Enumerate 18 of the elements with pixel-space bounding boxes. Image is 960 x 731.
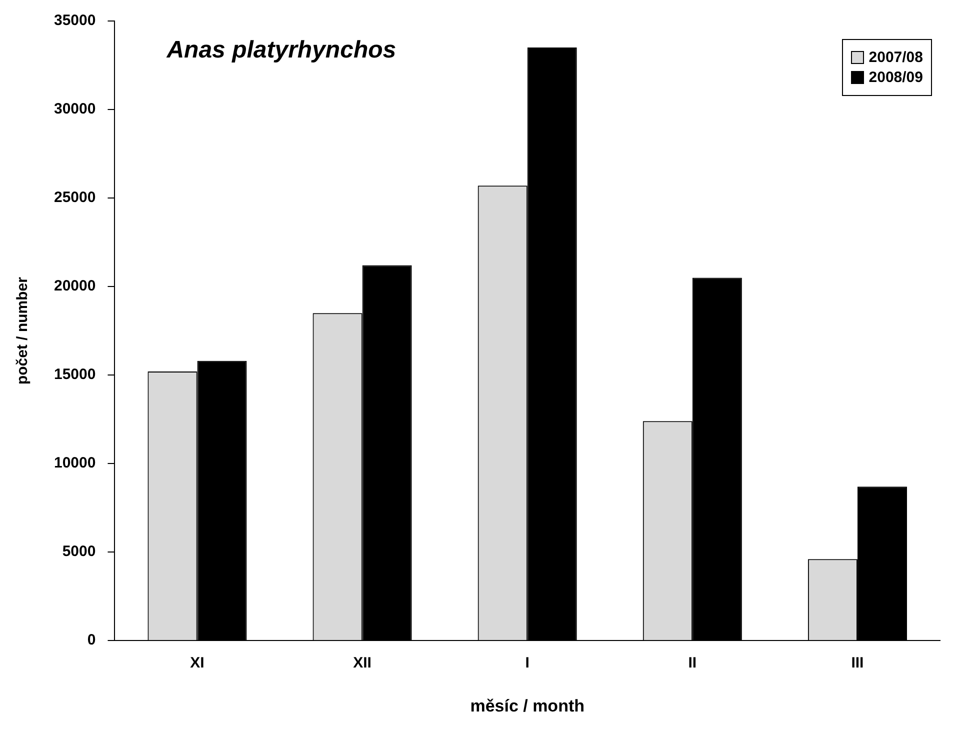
legend-label: 2008/09 xyxy=(868,69,923,86)
y-tick-label: 10000 xyxy=(54,454,96,472)
y-tick-label: 30000 xyxy=(54,100,96,118)
text: Anas platyrhynchos xyxy=(166,36,396,64)
x-tick-label: II xyxy=(688,654,697,672)
x-tick-label: XII xyxy=(353,654,372,672)
y-tick-label: 15000 xyxy=(54,366,96,384)
x-tick-label: XI xyxy=(190,654,204,672)
y-tick-label: 20000 xyxy=(54,278,96,295)
x-tick-label: I xyxy=(525,654,530,672)
x-axis-title: měsíc / month xyxy=(470,696,585,716)
y-tick-label: 5000 xyxy=(62,543,96,560)
y-axis-title: počet / number xyxy=(14,276,32,385)
x-tick-label: III xyxy=(851,654,864,672)
y-tick-label: 35000 xyxy=(54,12,96,30)
y-tick-label: 0 xyxy=(87,632,96,649)
y-tick-label: 25000 xyxy=(54,189,96,206)
legend-label: 2007/08 xyxy=(868,49,923,66)
